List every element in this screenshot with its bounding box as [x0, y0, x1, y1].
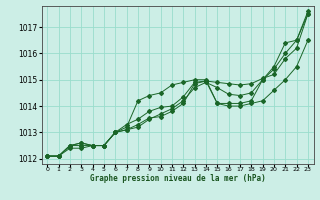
- X-axis label: Graphe pression niveau de la mer (hPa): Graphe pression niveau de la mer (hPa): [90, 174, 266, 183]
